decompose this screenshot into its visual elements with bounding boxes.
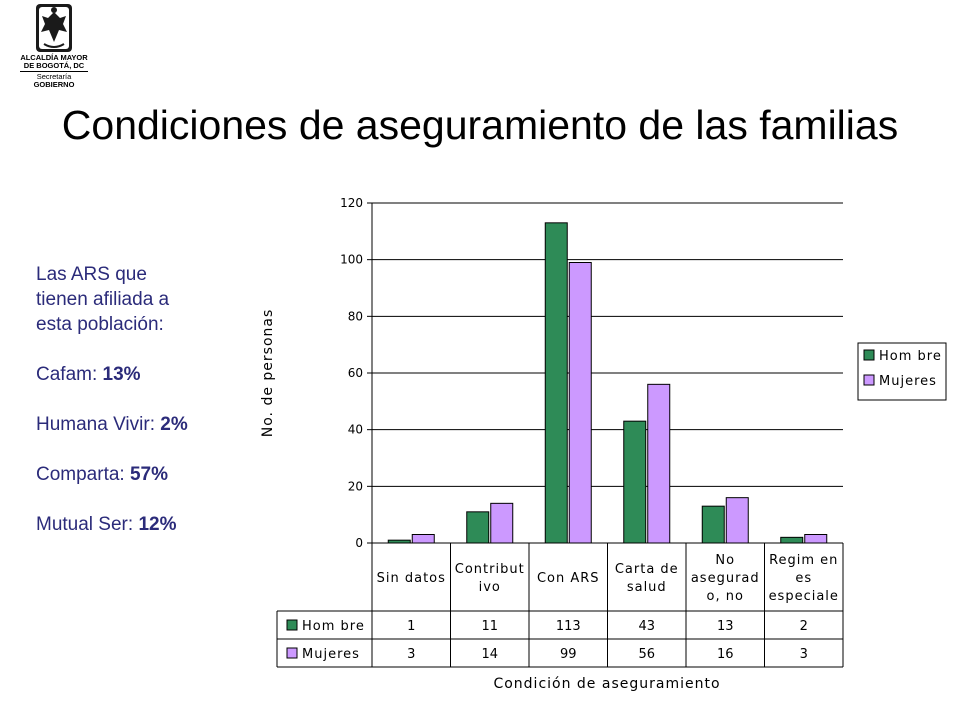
y-tick-label: 40 [348, 423, 363, 437]
x-tick-label: salud [627, 580, 667, 595]
ars-name: Mutual Ser: [36, 514, 139, 535]
ars-pct: 2% [160, 414, 188, 435]
coat-of-arms-logo [14, 2, 94, 92]
x-tick-label: ivo [479, 580, 501, 595]
x-tick-label: Contribut [455, 562, 525, 577]
ars-intro-line: tienen afiliada a [36, 289, 170, 310]
x-tick-label: Con ARS [537, 571, 600, 586]
x-tick-label: Carta de [615, 562, 679, 577]
x-tick-label: especiale [769, 589, 839, 604]
x-tick-label: asegurad [691, 571, 760, 586]
ars-intro-line: esta población: [36, 314, 164, 335]
x-tick-label: No [715, 553, 735, 568]
bar-mujeres [647, 383, 671, 544]
table-series-label: Mujeres [302, 647, 360, 662]
y-tick-label: 20 [348, 479, 363, 493]
ars-item-cafam: Cafam: 13% [36, 362, 236, 387]
x-axis-title: Condición de aseguramiento [493, 676, 720, 692]
ars-pct: 13% [102, 364, 141, 385]
y-tick-label: 0 [355, 536, 363, 550]
ars-item-mutual-ser: Mutual Ser: 12% [36, 512, 236, 537]
x-tick-label: es [795, 571, 812, 586]
bar-mujeres [411, 534, 435, 544]
ars-notes: Las ARS que tienen afiliada a esta pobla… [36, 262, 236, 537]
bar-mujeres [804, 534, 828, 544]
logo-line-4: GOBIERNO [33, 80, 75, 89]
bar-hombre [780, 536, 804, 544]
table-cell-value: 43 [638, 619, 655, 634]
ars-name: Humana Vivir: [36, 414, 161, 435]
legend-swatch [863, 349, 875, 361]
table-legend-key [286, 619, 298, 631]
table-cell-value: 3 [800, 647, 808, 662]
ars-item-comparta: Comparta: 57% [36, 462, 236, 487]
ars-pct: 57% [129, 464, 169, 485]
table-cell-value: 3 [407, 647, 415, 662]
legend-label: Mujeres [879, 374, 937, 389]
y-tick-label: 60 [348, 366, 363, 380]
bar-mujeres [725, 497, 749, 544]
table-cell-value: 56 [638, 647, 655, 662]
table-cell-value: 1 [407, 619, 415, 634]
table-cell-value: 99 [560, 647, 577, 662]
table-cell-value: 113 [556, 619, 581, 634]
bar-hombre [701, 505, 725, 544]
ars-intro-line: Las ARS que [36, 264, 147, 285]
x-tick-label: Regim en [769, 553, 838, 568]
legend-swatch [863, 374, 875, 386]
y-tick-label: 80 [348, 309, 363, 323]
ars-name: Cafam: [36, 364, 103, 385]
ars-pct: 12% [138, 514, 177, 535]
logo-line-3: Secretaría [36, 72, 72, 81]
table-series-label: Hom bre [302, 619, 365, 634]
y-tick-label: 100 [340, 253, 363, 267]
logo-line-1: ALCALDÍA MAYOR [20, 53, 88, 62]
bar-mujeres [490, 502, 514, 544]
x-tick-label: o, no [707, 589, 744, 604]
table-cell-value: 13 [717, 619, 734, 634]
bar-hombre [544, 222, 568, 544]
bar-hombre [387, 539, 411, 544]
table-cell-value: 16 [717, 647, 734, 662]
table-legend-key [286, 647, 298, 659]
table-cell-value: 2 [800, 619, 808, 634]
legend-label: Hom bre [879, 349, 942, 364]
bar-hombre [623, 420, 647, 544]
bar-hombre [466, 511, 490, 544]
ars-item-humana-vivir: Humana Vivir: 2% [36, 412, 236, 437]
y-tick-label: 120 [340, 196, 363, 210]
y-axis-title: No. de personas [260, 309, 276, 438]
page-title: Condiciones de aseguramiento de las fami… [61, 102, 899, 148]
table-cell-value: 11 [481, 619, 498, 634]
bar-mujeres [568, 262, 592, 544]
ars-intro: Las ARS que tienen afiliada a esta pobla… [36, 262, 236, 337]
table-cell-value: 14 [481, 647, 498, 662]
ars-name: Comparta: [36, 464, 130, 485]
logo-divider [20, 71, 88, 72]
x-tick-label: Sin datos [377, 571, 446, 586]
logo-line-2: DE BOGOTÁ, DC [23, 61, 85, 70]
